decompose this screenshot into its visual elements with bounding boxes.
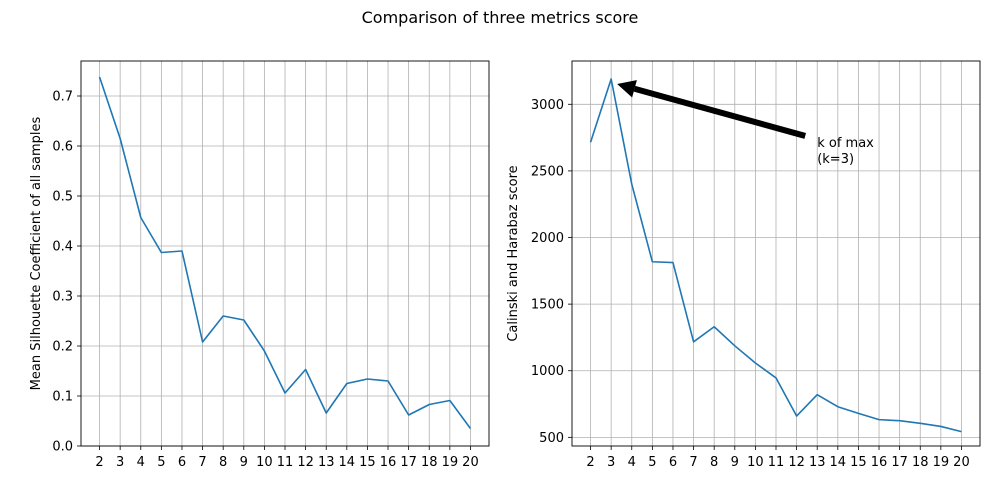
annotation-text: k of max bbox=[817, 136, 874, 151]
x-tick-label: 15 bbox=[850, 455, 867, 470]
x-tick-label: 11 bbox=[277, 455, 294, 470]
x-tick-label: 10 bbox=[747, 455, 764, 470]
y-tick-label: 0.1 bbox=[52, 390, 73, 405]
y-tick-label: 0.3 bbox=[52, 290, 73, 305]
x-tick-label: 8 bbox=[710, 455, 718, 470]
x-tick-label: 3 bbox=[116, 455, 124, 470]
x-tick-label: 20 bbox=[462, 455, 479, 470]
x-tick-label: 9 bbox=[240, 455, 248, 470]
x-tick-label: 12 bbox=[297, 455, 314, 470]
x-tick-label: 19 bbox=[442, 455, 459, 470]
x-tick-label: 7 bbox=[689, 455, 697, 470]
axes-frame bbox=[80, 60, 490, 447]
x-tick-label: 15 bbox=[359, 455, 376, 470]
x-tick-label: 20 bbox=[953, 455, 970, 470]
chart-2: 2 3 4 5 6 7 8 9 10 11 12 13 14 15 16 17 18 19 20 500 1000 150… bbox=[506, 60, 981, 470]
x-tick-label: 10 bbox=[256, 455, 273, 470]
annotation-arrow-shaft bbox=[633, 85, 807, 139]
x-tick-label: 4 bbox=[137, 455, 145, 470]
x-tick-label: 2 bbox=[95, 455, 103, 470]
y-tick-label: 0.7 bbox=[52, 90, 73, 105]
x-tick-label: 8 bbox=[219, 455, 227, 470]
x-tick-label: 7 bbox=[198, 455, 206, 470]
y-tick-label: 0.4 bbox=[52, 240, 73, 255]
y-tick-label: 0.2 bbox=[52, 340, 73, 355]
x-tick-label: 6 bbox=[178, 455, 186, 470]
y-tick-label: 2500 bbox=[531, 164, 564, 179]
y-tick-label: 0.6 bbox=[52, 140, 73, 155]
y-tick-label: 500 bbox=[539, 431, 564, 446]
y-tick-label: 1000 bbox=[531, 364, 564, 379]
y-tick-label: 0.5 bbox=[52, 190, 73, 205]
figure-title: Comparison of three metrics score bbox=[361, 8, 639, 27]
x-tick-label: 13 bbox=[809, 455, 826, 470]
axes-frame bbox=[571, 60, 981, 447]
y-tick-label: 1500 bbox=[531, 298, 564, 313]
x-tick-label: 3 bbox=[607, 455, 615, 470]
x-tick-label: 5 bbox=[157, 455, 165, 470]
x-tick-label: 14 bbox=[339, 455, 356, 470]
x-tick-label: 18 bbox=[912, 455, 929, 470]
x-tick-label: 6 bbox=[669, 455, 677, 470]
x-tick-label: 11 bbox=[768, 455, 785, 470]
x-tick-label: 13 bbox=[318, 455, 335, 470]
x-tick-label: 19 bbox=[933, 455, 950, 470]
annotation-arrow-head bbox=[617, 80, 637, 98]
x-tick-label: 17 bbox=[891, 455, 908, 470]
y-tick-label: 0.0 bbox=[52, 440, 73, 455]
x-tick-label: 16 bbox=[871, 455, 888, 470]
x-tick-label: 18 bbox=[421, 455, 438, 470]
x-tick-label: 5 bbox=[648, 455, 656, 470]
y-axis-label: Mean Silhouette Coefficient of all sampl… bbox=[29, 116, 44, 390]
y-tick-label: 2000 bbox=[531, 231, 564, 246]
annotation-text: (k=3) bbox=[817, 152, 854, 167]
x-tick-label: 17 bbox=[400, 455, 417, 470]
x-tick-label: 14 bbox=[830, 455, 847, 470]
x-tick-label: 2 bbox=[586, 455, 594, 470]
y-tick-label: 3000 bbox=[531, 98, 564, 113]
x-tick-label: 16 bbox=[380, 455, 397, 470]
series-line bbox=[98, 76, 472, 429]
y-axis-label: Calinski and Harabaz score bbox=[506, 165, 521, 341]
series-line bbox=[589, 78, 962, 433]
x-tick-label: 9 bbox=[731, 455, 739, 470]
chart-1: 2 3 4 5 6 7 8 9 10 11 12 13 14 15 16 17 18 19 20 0.0 0.1 0.2 0… bbox=[29, 60, 490, 470]
x-tick-label: 4 bbox=[628, 455, 636, 470]
x-tick-label: 12 bbox=[788, 455, 805, 470]
